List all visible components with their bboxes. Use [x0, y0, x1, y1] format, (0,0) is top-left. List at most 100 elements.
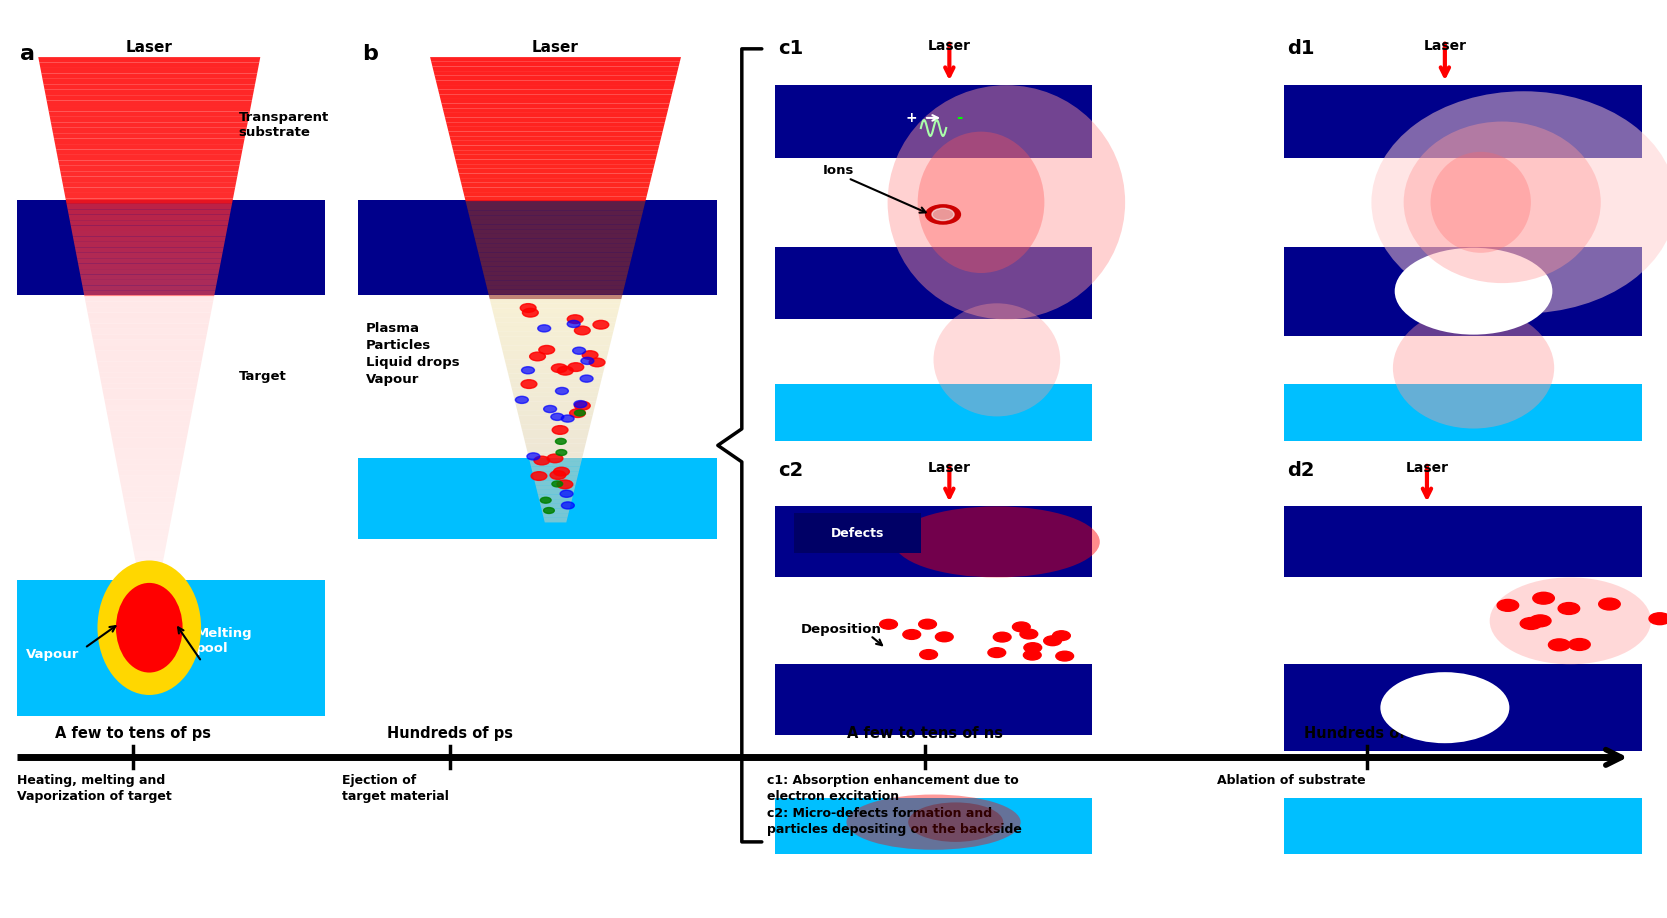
- Polygon shape: [83, 291, 215, 297]
- Text: Ejection of
target material: Ejection of target material: [342, 774, 448, 803]
- Circle shape: [527, 453, 540, 460]
- Circle shape: [1380, 672, 1509, 744]
- Circle shape: [552, 426, 568, 434]
- Circle shape: [555, 439, 567, 444]
- Polygon shape: [495, 322, 615, 327]
- Bar: [1284, 85, 1642, 158]
- Circle shape: [1569, 639, 1590, 651]
- Polygon shape: [70, 220, 228, 226]
- Polygon shape: [77, 258, 222, 263]
- Polygon shape: [440, 95, 672, 99]
- Polygon shape: [505, 360, 607, 364]
- Bar: [17, 580, 325, 716]
- Circle shape: [1559, 602, 1580, 614]
- Polygon shape: [72, 231, 227, 237]
- Bar: [775, 799, 1092, 854]
- Polygon shape: [443, 113, 667, 118]
- Polygon shape: [52, 128, 247, 133]
- Polygon shape: [142, 589, 158, 595]
- Polygon shape: [85, 302, 213, 308]
- Polygon shape: [517, 410, 593, 416]
- Polygon shape: [490, 304, 620, 308]
- Polygon shape: [525, 443, 585, 448]
- Text: Laser: Laser: [1424, 39, 1467, 52]
- Polygon shape: [125, 503, 175, 509]
- Bar: [775, 507, 1092, 577]
- Polygon shape: [132, 541, 167, 546]
- Polygon shape: [472, 230, 638, 234]
- Polygon shape: [518, 416, 593, 420]
- Polygon shape: [73, 241, 225, 247]
- Polygon shape: [62, 182, 237, 187]
- Polygon shape: [487, 290, 623, 295]
- Polygon shape: [447, 127, 663, 131]
- Circle shape: [920, 650, 937, 659]
- Circle shape: [557, 450, 567, 455]
- Polygon shape: [515, 401, 597, 406]
- Circle shape: [575, 326, 590, 335]
- Polygon shape: [60, 166, 240, 172]
- Polygon shape: [118, 476, 180, 481]
- Polygon shape: [465, 201, 645, 206]
- Text: Laser: Laser: [532, 40, 578, 55]
- Circle shape: [1012, 622, 1030, 632]
- Text: Plasma
Particles
Liquid drops
Vapour: Plasma Particles Liquid drops Vapour: [365, 322, 458, 386]
- Circle shape: [522, 366, 535, 374]
- Circle shape: [553, 467, 570, 476]
- Text: d2: d2: [1287, 461, 1315, 480]
- Text: c1: Absorption enhancement due to
electron excitation
c2: Micro-defects formatio: c1: Absorption enhancement due to electr…: [767, 774, 1022, 836]
- Polygon shape: [80, 274, 218, 280]
- Ellipse shape: [1404, 121, 1600, 283]
- Polygon shape: [458, 169, 653, 174]
- Polygon shape: [122, 492, 177, 498]
- Polygon shape: [58, 161, 240, 166]
- Polygon shape: [462, 183, 650, 187]
- Bar: [1284, 247, 1642, 336]
- Circle shape: [573, 400, 587, 408]
- Circle shape: [1020, 629, 1039, 639]
- Polygon shape: [538, 495, 573, 499]
- Circle shape: [1044, 636, 1062, 645]
- Polygon shape: [108, 421, 190, 427]
- Circle shape: [989, 648, 1005, 657]
- Polygon shape: [57, 150, 242, 155]
- Circle shape: [580, 375, 593, 382]
- Bar: [1284, 384, 1642, 441]
- Text: d1: d1: [1287, 39, 1315, 58]
- Polygon shape: [47, 101, 252, 106]
- Polygon shape: [442, 104, 670, 108]
- Polygon shape: [65, 198, 233, 204]
- Circle shape: [1520, 618, 1542, 630]
- Polygon shape: [507, 369, 603, 374]
- Polygon shape: [522, 430, 588, 434]
- Polygon shape: [485, 281, 625, 285]
- Text: Defects: Defects: [830, 527, 884, 540]
- Polygon shape: [77, 252, 223, 258]
- Polygon shape: [133, 552, 165, 557]
- Ellipse shape: [917, 131, 1045, 273]
- Polygon shape: [40, 62, 260, 68]
- Polygon shape: [440, 99, 670, 104]
- Polygon shape: [90, 329, 208, 334]
- Ellipse shape: [1430, 151, 1530, 252]
- Circle shape: [904, 630, 920, 639]
- Polygon shape: [48, 106, 250, 111]
- Polygon shape: [517, 406, 595, 410]
- Polygon shape: [477, 243, 635, 248]
- Polygon shape: [432, 62, 680, 66]
- Circle shape: [1649, 613, 1667, 624]
- Circle shape: [582, 351, 598, 360]
- Polygon shape: [450, 136, 662, 140]
- Circle shape: [562, 415, 573, 422]
- Polygon shape: [78, 263, 220, 269]
- Polygon shape: [475, 239, 637, 243]
- Circle shape: [540, 498, 552, 503]
- Polygon shape: [463, 192, 648, 196]
- Polygon shape: [97, 362, 202, 367]
- Text: Laser: Laser: [125, 40, 173, 55]
- Polygon shape: [467, 206, 643, 210]
- Polygon shape: [70, 226, 228, 231]
- Polygon shape: [492, 308, 618, 313]
- Ellipse shape: [97, 561, 202, 695]
- Polygon shape: [508, 374, 603, 378]
